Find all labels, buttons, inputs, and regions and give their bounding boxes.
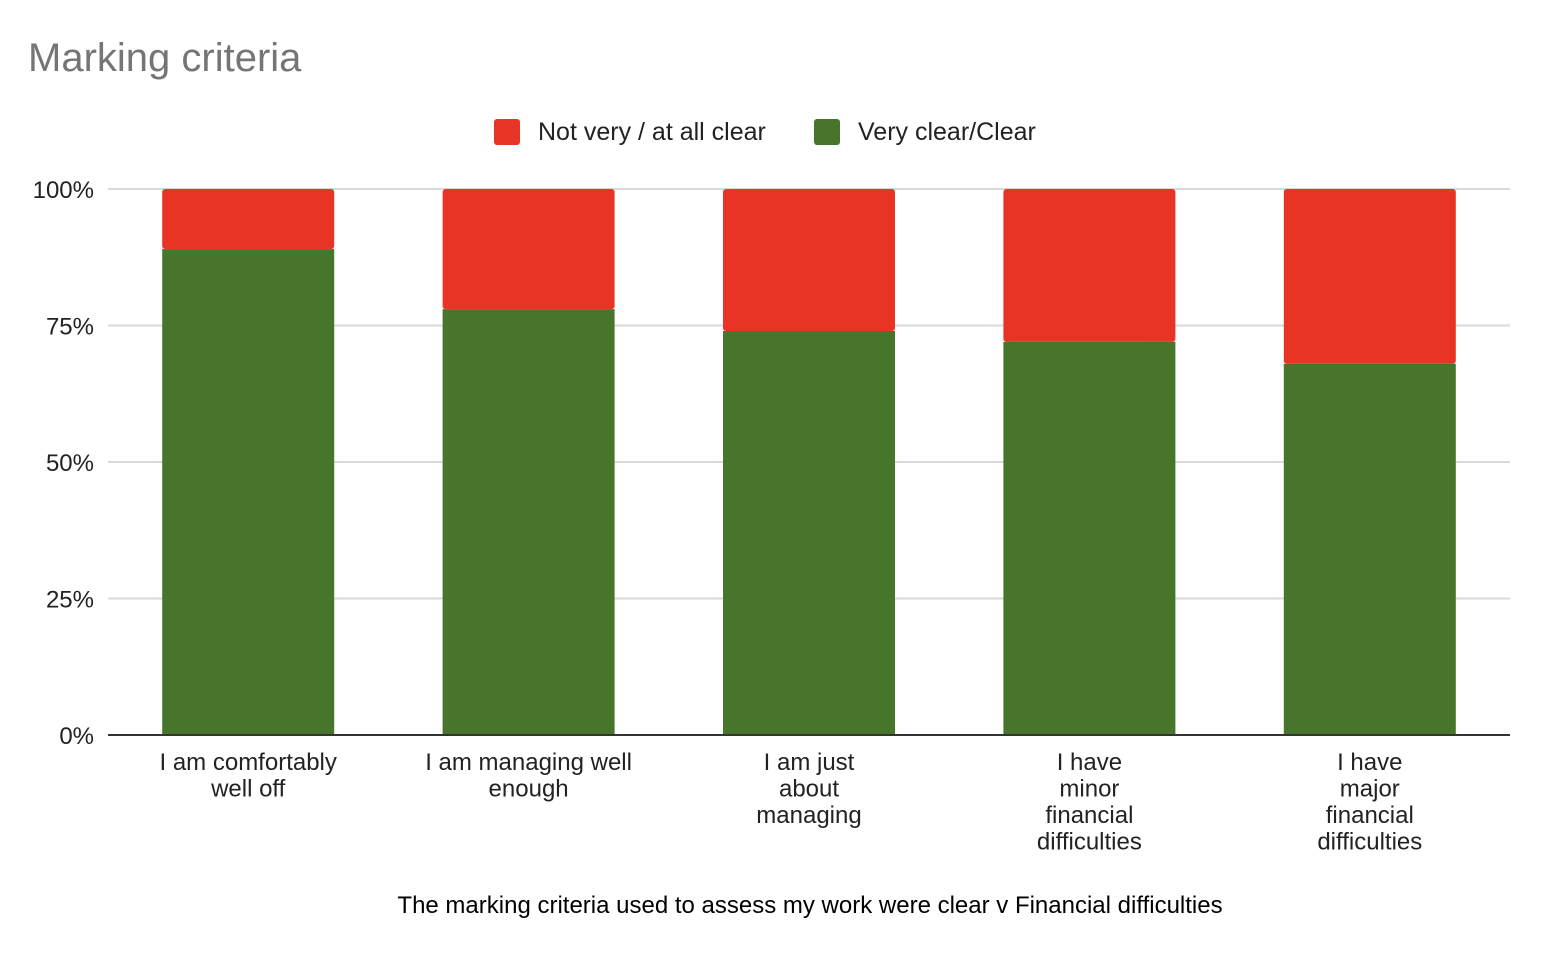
chart-title: Marking criteria (28, 36, 302, 80)
x-tick-label-1: I am managing well enough (425, 749, 632, 803)
bar-not-clear-4 (1283, 189, 1456, 364)
x-tick-label-2: I am just about managing (756, 749, 861, 829)
legend-label-not-clear: Not very / at all clear (538, 117, 766, 146)
legend-swatch-clear (814, 119, 840, 145)
legend-label-clear: Very clear/Clear (858, 117, 1036, 146)
legend-item-clear[interactable]: Very clear/Clear (814, 112, 1036, 152)
bar-clear-2 (723, 330, 895, 735)
y-tick-label-25: 25% (46, 587, 94, 614)
y-tick-label-0: 0% (59, 723, 94, 750)
y-tick-label-100: 100% (33, 177, 94, 204)
legend: Not very / at all clear Very clear/Clear (0, 112, 1544, 152)
bar-clear-0 (162, 249, 335, 735)
y-tick-label-75: 75% (46, 314, 94, 341)
bar-not-clear-3 (1003, 189, 1176, 342)
bar-clear-4 (1283, 363, 1456, 735)
bar-not-clear-1 (442, 189, 615, 310)
bar-not-clear-2 (723, 189, 895, 331)
x-axis-label: The marking criteria used to assess my w… (397, 892, 1223, 919)
y-tick-label-50: 50% (46, 450, 94, 477)
bar-not-clear-0 (162, 189, 335, 250)
x-tick-label-4: I have major financial difficulties (1317, 749, 1422, 856)
bar-clear-3 (1003, 341, 1176, 735)
x-tick-label-3: I have minor financial difficulties (1037, 749, 1142, 856)
legend-swatch-not-clear (494, 119, 520, 145)
legend-item-not-clear[interactable]: Not very / at all clear (494, 112, 766, 152)
x-tick-label-0: I am comfortably well off (160, 749, 337, 803)
bar-clear-1 (442, 309, 615, 735)
